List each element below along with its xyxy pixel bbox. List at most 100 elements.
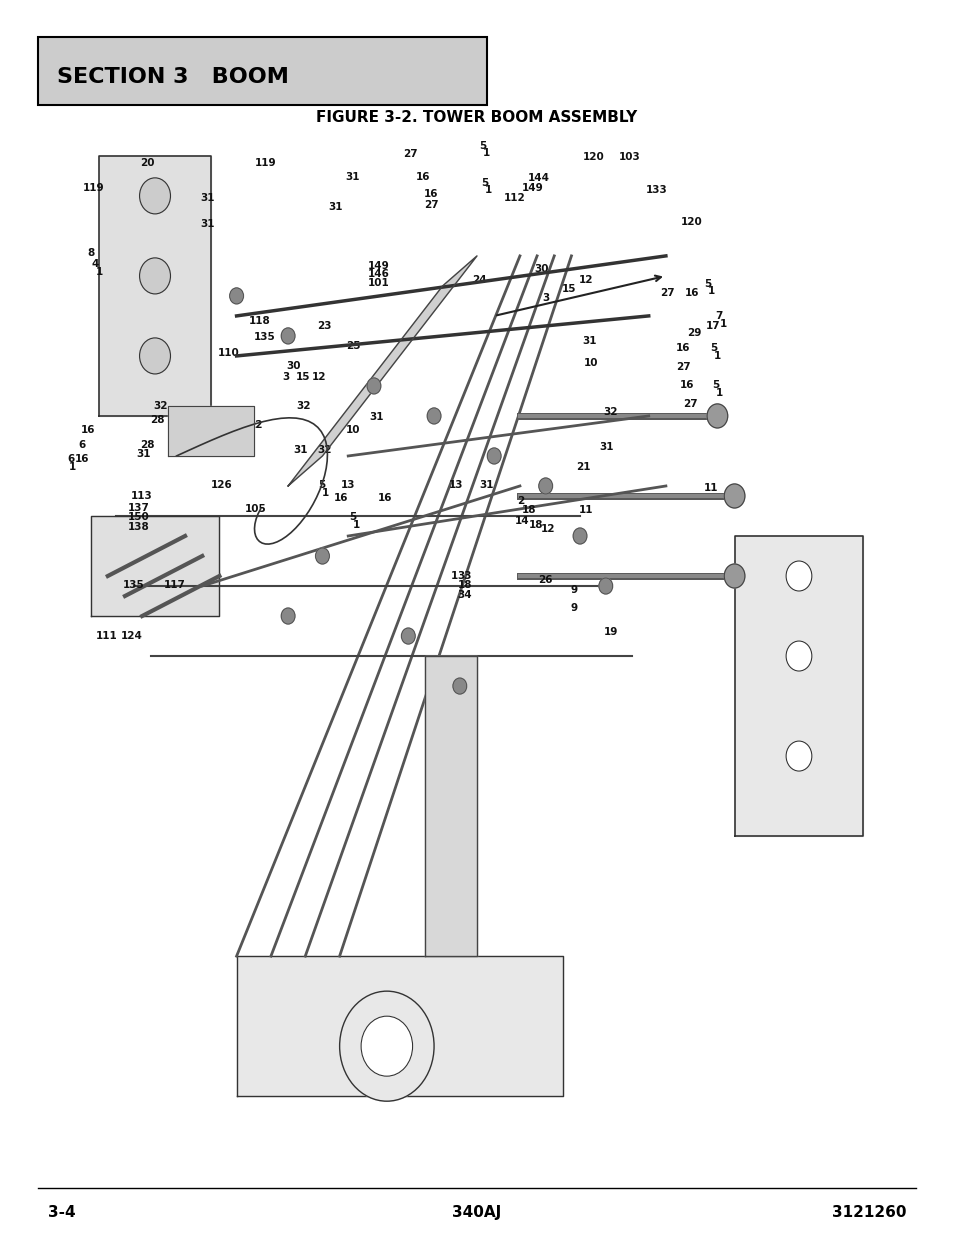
Text: 30: 30 bbox=[534, 264, 549, 274]
Text: 1: 1 bbox=[69, 462, 76, 472]
Text: 29: 29 bbox=[686, 329, 701, 338]
Circle shape bbox=[785, 741, 811, 771]
Text: 135: 135 bbox=[253, 332, 274, 342]
Circle shape bbox=[360, 1016, 413, 1076]
Text: 10: 10 bbox=[345, 425, 360, 435]
Text: 16: 16 bbox=[74, 454, 90, 464]
Text: 1: 1 bbox=[484, 185, 492, 195]
Text: 27: 27 bbox=[423, 200, 438, 210]
Text: 6: 6 bbox=[67, 454, 74, 464]
Text: 11: 11 bbox=[702, 483, 718, 493]
Text: 2: 2 bbox=[517, 496, 524, 506]
Polygon shape bbox=[734, 536, 862, 836]
Circle shape bbox=[339, 992, 434, 1102]
Circle shape bbox=[281, 608, 294, 624]
Text: 6: 6 bbox=[78, 440, 86, 450]
Circle shape bbox=[785, 561, 811, 592]
Text: 16: 16 bbox=[415, 172, 430, 182]
Text: 31: 31 bbox=[345, 172, 360, 182]
Text: 5: 5 bbox=[711, 380, 719, 390]
Text: SECTION 3   BOOM: SECTION 3 BOOM bbox=[57, 67, 289, 86]
Text: 33: 33 bbox=[456, 571, 472, 580]
Circle shape bbox=[401, 629, 415, 643]
Text: 5: 5 bbox=[703, 279, 711, 289]
Text: 110: 110 bbox=[218, 348, 239, 358]
Text: 18: 18 bbox=[521, 505, 537, 515]
Text: 1: 1 bbox=[321, 488, 329, 498]
Text: 118: 118 bbox=[249, 316, 270, 326]
Text: 32: 32 bbox=[602, 408, 618, 417]
Circle shape bbox=[723, 564, 744, 588]
Text: 12: 12 bbox=[539, 524, 555, 534]
Text: 1: 1 bbox=[95, 267, 103, 277]
Text: 31: 31 bbox=[200, 219, 215, 228]
Text: 31: 31 bbox=[328, 203, 343, 212]
Text: 135: 135 bbox=[123, 580, 144, 590]
Text: 112: 112 bbox=[504, 193, 525, 203]
Text: 31: 31 bbox=[200, 193, 215, 203]
Text: 16: 16 bbox=[675, 343, 690, 353]
Text: 126: 126 bbox=[211, 480, 232, 490]
Text: 31: 31 bbox=[581, 336, 597, 346]
Text: 133: 133 bbox=[645, 185, 666, 195]
Text: 10: 10 bbox=[583, 358, 598, 368]
Text: 113: 113 bbox=[131, 492, 152, 501]
Text: 105: 105 bbox=[245, 504, 266, 514]
Text: 25: 25 bbox=[345, 341, 360, 351]
Circle shape bbox=[427, 408, 440, 424]
Text: 16: 16 bbox=[683, 288, 699, 298]
Text: 31: 31 bbox=[478, 480, 494, 490]
Text: 32: 32 bbox=[152, 401, 168, 411]
Text: 18: 18 bbox=[456, 580, 472, 590]
Text: 27: 27 bbox=[402, 149, 417, 159]
Text: 31: 31 bbox=[598, 442, 614, 452]
Text: 9: 9 bbox=[570, 603, 578, 613]
Text: 5: 5 bbox=[349, 513, 356, 522]
Circle shape bbox=[706, 404, 727, 429]
Circle shape bbox=[453, 678, 466, 694]
Circle shape bbox=[538, 478, 552, 494]
Polygon shape bbox=[288, 256, 476, 485]
Text: 8: 8 bbox=[87, 248, 94, 258]
Text: 111: 111 bbox=[96, 631, 117, 641]
Text: 1: 1 bbox=[353, 520, 360, 530]
Text: 3121260: 3121260 bbox=[831, 1205, 905, 1220]
Text: 20: 20 bbox=[140, 158, 155, 168]
Text: 149: 149 bbox=[368, 261, 389, 270]
Text: 3: 3 bbox=[541, 293, 549, 303]
Text: 3: 3 bbox=[282, 372, 290, 382]
Text: 16: 16 bbox=[80, 425, 95, 435]
Text: 111: 111 bbox=[147, 358, 168, 368]
Text: 16: 16 bbox=[377, 493, 393, 503]
Text: 3-4: 3-4 bbox=[48, 1205, 75, 1220]
Text: 27: 27 bbox=[675, 362, 690, 372]
Text: 1: 1 bbox=[713, 351, 720, 361]
Text: 24: 24 bbox=[472, 275, 487, 285]
Text: 137: 137 bbox=[128, 503, 149, 513]
Text: 32: 32 bbox=[316, 445, 332, 454]
Text: 1: 1 bbox=[707, 287, 715, 296]
Text: 23: 23 bbox=[316, 321, 332, 331]
Text: 13: 13 bbox=[340, 480, 355, 490]
Text: 22: 22 bbox=[248, 420, 263, 430]
Circle shape bbox=[139, 338, 171, 374]
Text: 19: 19 bbox=[602, 627, 618, 637]
Text: 5: 5 bbox=[480, 178, 488, 188]
Text: 5: 5 bbox=[317, 480, 325, 490]
Text: 15: 15 bbox=[560, 284, 576, 294]
Text: 31: 31 bbox=[369, 412, 384, 422]
Text: 27: 27 bbox=[682, 399, 698, 409]
Text: 5: 5 bbox=[709, 343, 717, 353]
Text: 1: 1 bbox=[482, 148, 490, 158]
Text: 27: 27 bbox=[659, 288, 675, 298]
Text: 28: 28 bbox=[140, 440, 155, 450]
Text: 16: 16 bbox=[679, 380, 694, 390]
Text: 32: 32 bbox=[295, 401, 311, 411]
Text: 119: 119 bbox=[254, 158, 275, 168]
Text: 26: 26 bbox=[537, 576, 553, 585]
Text: 28: 28 bbox=[150, 415, 165, 425]
Text: 16: 16 bbox=[334, 493, 349, 503]
Text: 5: 5 bbox=[478, 141, 486, 151]
Text: 34: 34 bbox=[456, 590, 472, 600]
Circle shape bbox=[598, 578, 612, 594]
